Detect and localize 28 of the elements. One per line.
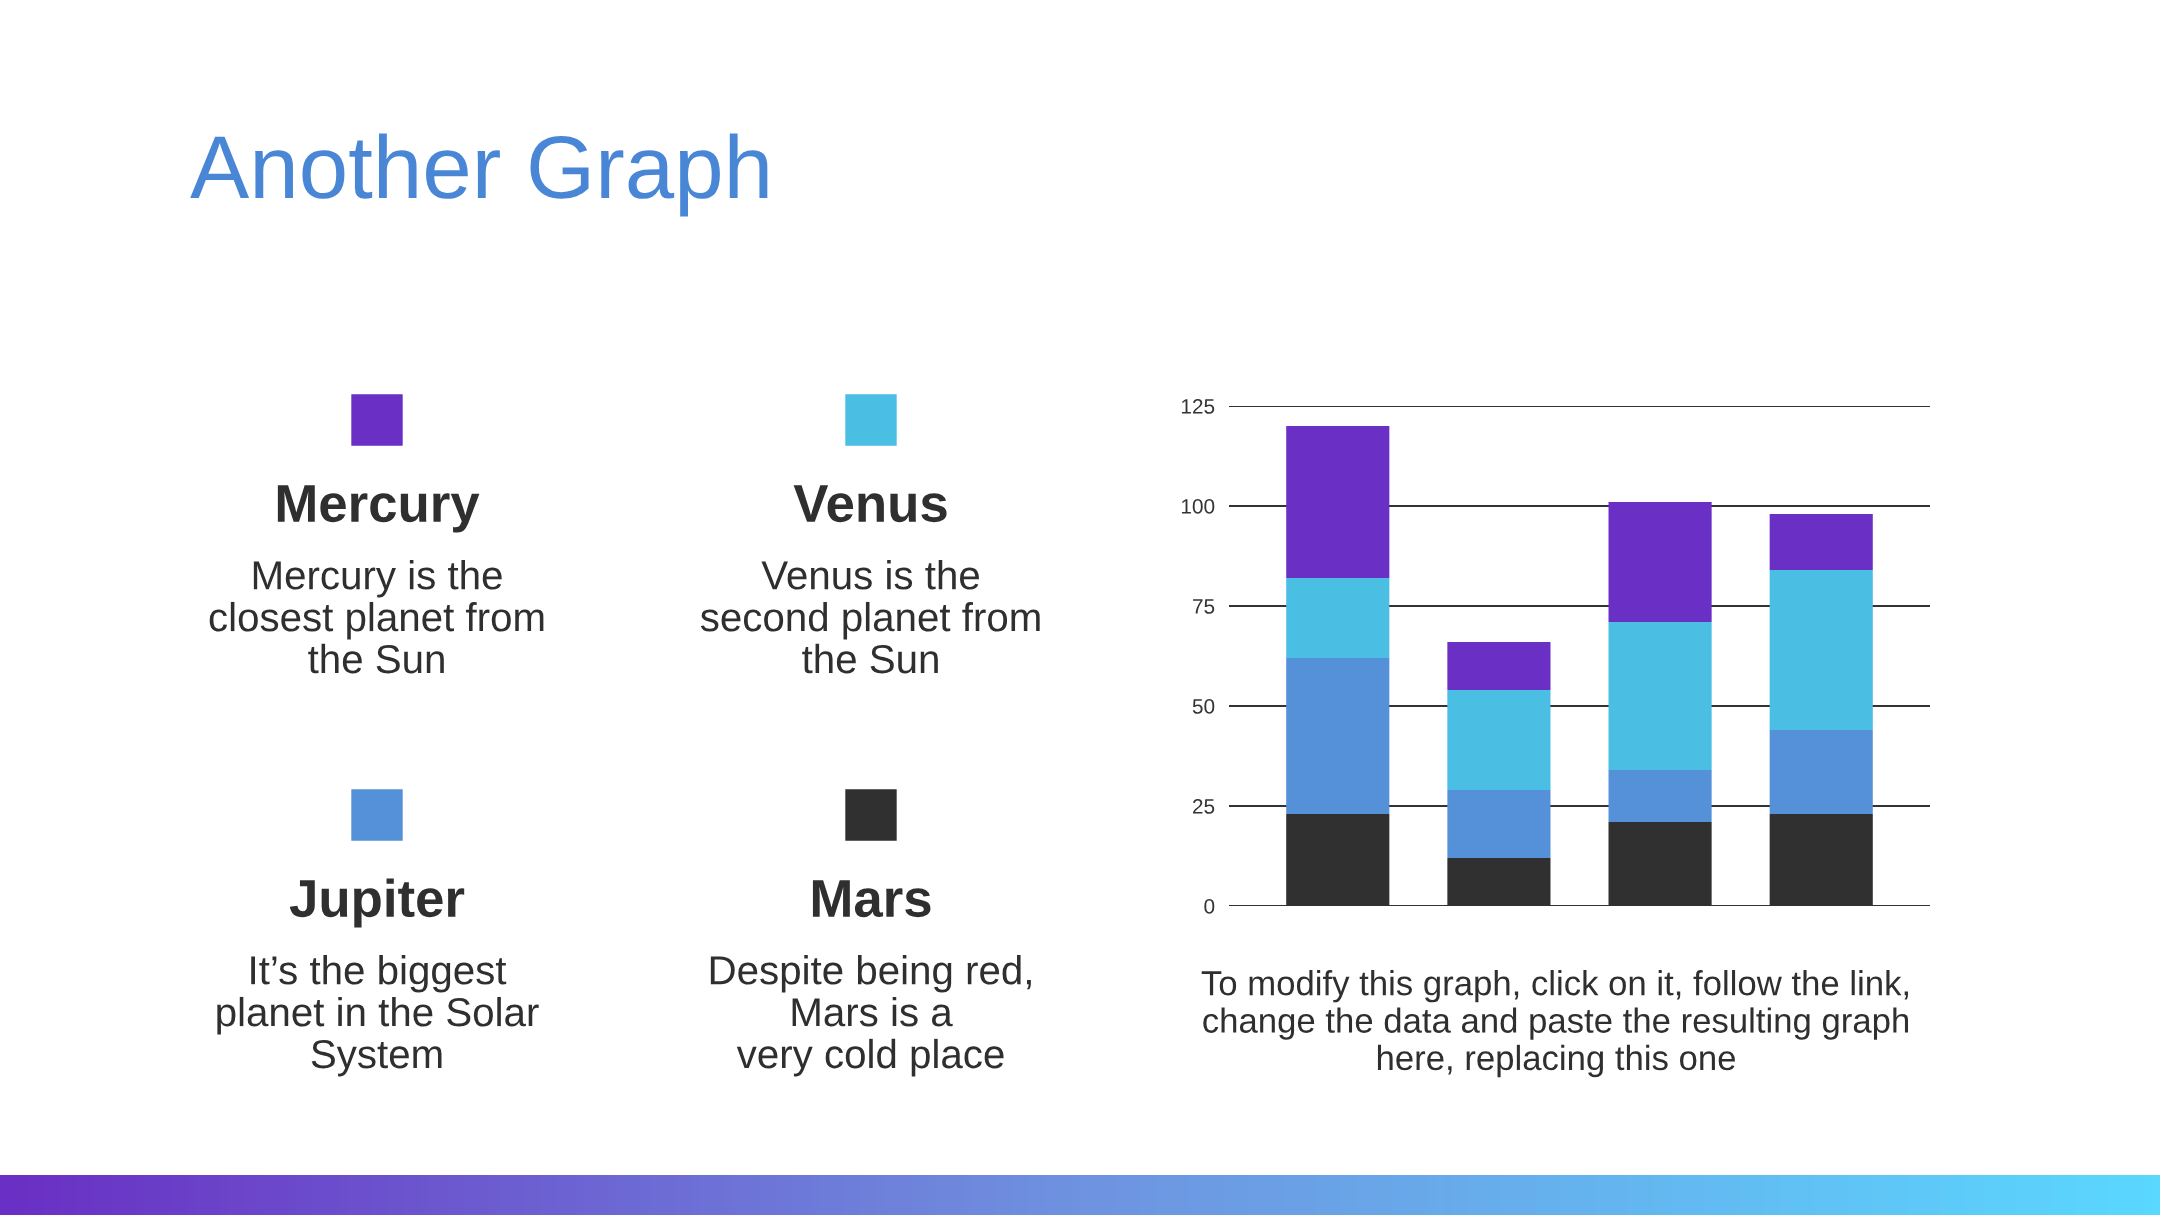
legend-label: Jupiter bbox=[289, 878, 465, 928]
bar bbox=[1447, 642, 1551, 690]
legend-label: Mercury bbox=[277, 485, 480, 533]
bar bbox=[1447, 690, 1551, 790]
bar bbox=[1608, 622, 1712, 770]
y-tick-label: 75 bbox=[1193, 599, 1215, 614]
bar bbox=[1608, 770, 1712, 822]
bar bbox=[1286, 578, 1390, 658]
bar bbox=[1769, 570, 1873, 730]
legend-label: Mars bbox=[812, 880, 931, 918]
bar bbox=[1769, 730, 1873, 814]
y-tick-label: 25 bbox=[1192, 799, 1215, 814]
text: To modify this graph, click on it, follow the link, change the data and paste the resulting graph here, replacing this one bbox=[1201, 970, 1909, 1078]
bar bbox=[1286, 426, 1390, 578]
legend-label: Venus bbox=[793, 485, 947, 523]
y-tick-label: 125 bbox=[1181, 399, 1215, 414]
text: Despite being red, Mars is a very cold place bbox=[710, 955, 1031, 1077]
text: Mercury is the closest planet from the Sun bbox=[209, 560, 544, 674]
bar bbox=[1286, 658, 1390, 814]
bar bbox=[1447, 790, 1551, 858]
y-tick-label: 50 bbox=[1192, 699, 1215, 714]
text: It’s the biggest planet in the Solar System bbox=[217, 955, 539, 1077]
y-tick-label: 100 bbox=[1181, 499, 1215, 514]
text: Another Graph bbox=[190, 133, 768, 217]
bar bbox=[1608, 502, 1712, 622]
bar bbox=[1769, 514, 1873, 570]
y-tick-label: 0 bbox=[1204, 899, 1215, 914]
text: Venus is the second planet from the Sun bbox=[700, 560, 1040, 674]
